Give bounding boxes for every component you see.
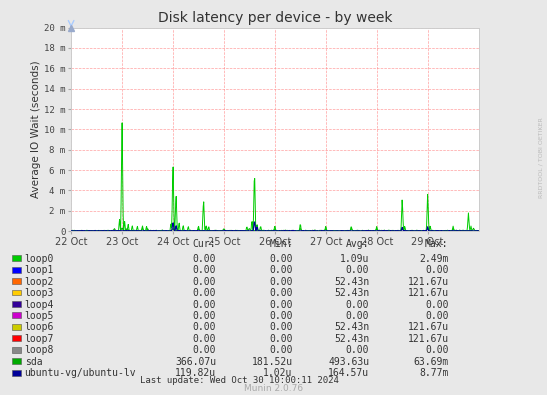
Text: Min:: Min: <box>269 239 293 249</box>
Text: 0.00: 0.00 <box>425 311 449 321</box>
Text: 0.00: 0.00 <box>193 299 216 310</box>
Text: ubuntu-vg/ubuntu-lv: ubuntu-vg/ubuntu-lv <box>25 368 136 378</box>
Text: 0.00: 0.00 <box>193 254 216 264</box>
Text: 63.69m: 63.69m <box>414 357 449 367</box>
Text: 8.77m: 8.77m <box>419 368 449 378</box>
Text: 0.00: 0.00 <box>346 299 369 310</box>
Text: RRDTOOL / TOBI OETIKER: RRDTOOL / TOBI OETIKER <box>538 118 543 198</box>
Text: 0.00: 0.00 <box>425 299 449 310</box>
Text: loop8: loop8 <box>25 345 54 356</box>
Text: loop5: loop5 <box>25 311 54 321</box>
Text: 1.09u: 1.09u <box>340 254 369 264</box>
Text: 0.00: 0.00 <box>193 334 216 344</box>
Text: 0.00: 0.00 <box>193 345 216 356</box>
Text: loop1: loop1 <box>25 265 54 275</box>
Text: 1.02u: 1.02u <box>263 368 293 378</box>
Text: 0.00: 0.00 <box>269 288 293 298</box>
Text: loop4: loop4 <box>25 299 54 310</box>
Text: 121.67u: 121.67u <box>408 276 449 287</box>
Text: loop3: loop3 <box>25 288 54 298</box>
Text: 0.00: 0.00 <box>193 311 216 321</box>
Text: 52.43n: 52.43n <box>334 288 369 298</box>
Text: 0.00: 0.00 <box>193 322 216 333</box>
Text: 0.00: 0.00 <box>269 311 293 321</box>
Text: 0.00: 0.00 <box>269 265 293 275</box>
Text: 0.00: 0.00 <box>269 276 293 287</box>
Text: 0.00: 0.00 <box>425 345 449 356</box>
Text: Last update: Wed Oct 30 10:00:11 2024: Last update: Wed Oct 30 10:00:11 2024 <box>140 376 339 385</box>
Text: loop6: loop6 <box>25 322 54 333</box>
Text: loop2: loop2 <box>25 276 54 287</box>
Text: 0.00: 0.00 <box>269 322 293 333</box>
Text: 0.00: 0.00 <box>346 345 369 356</box>
Text: 0.00: 0.00 <box>193 265 216 275</box>
Text: 0.00: 0.00 <box>269 299 293 310</box>
Text: 181.52u: 181.52u <box>252 357 293 367</box>
Text: 121.67u: 121.67u <box>408 288 449 298</box>
Text: Munin 2.0.76: Munin 2.0.76 <box>244 384 303 393</box>
Text: loop7: loop7 <box>25 334 54 344</box>
Text: 0.00: 0.00 <box>425 265 449 275</box>
Text: sda: sda <box>25 357 42 367</box>
Text: 0.00: 0.00 <box>193 276 216 287</box>
Text: 119.82u: 119.82u <box>175 368 216 378</box>
Text: 121.67u: 121.67u <box>408 322 449 333</box>
Text: 2.49m: 2.49m <box>419 254 449 264</box>
Text: 52.43n: 52.43n <box>334 322 369 333</box>
Text: Max:: Max: <box>425 239 449 249</box>
Text: 0.00: 0.00 <box>269 334 293 344</box>
Title: Disk latency per device - by week: Disk latency per device - by week <box>158 11 392 25</box>
Text: Cur:: Cur: <box>193 239 216 249</box>
Text: 52.43n: 52.43n <box>334 334 369 344</box>
Text: loop0: loop0 <box>25 254 54 264</box>
Text: 0.00: 0.00 <box>346 265 369 275</box>
Text: 52.43n: 52.43n <box>334 276 369 287</box>
Text: 493.63u: 493.63u <box>328 357 369 367</box>
Text: 0.00: 0.00 <box>269 345 293 356</box>
Text: 121.67u: 121.67u <box>408 334 449 344</box>
Text: 0.00: 0.00 <box>346 311 369 321</box>
Text: 0.00: 0.00 <box>193 288 216 298</box>
Y-axis label: Average IO Wait (seconds): Average IO Wait (seconds) <box>31 60 41 198</box>
Text: Avg:: Avg: <box>346 239 369 249</box>
Text: 164.57u: 164.57u <box>328 368 369 378</box>
Text: 0.00: 0.00 <box>269 254 293 264</box>
Text: 366.07u: 366.07u <box>175 357 216 367</box>
